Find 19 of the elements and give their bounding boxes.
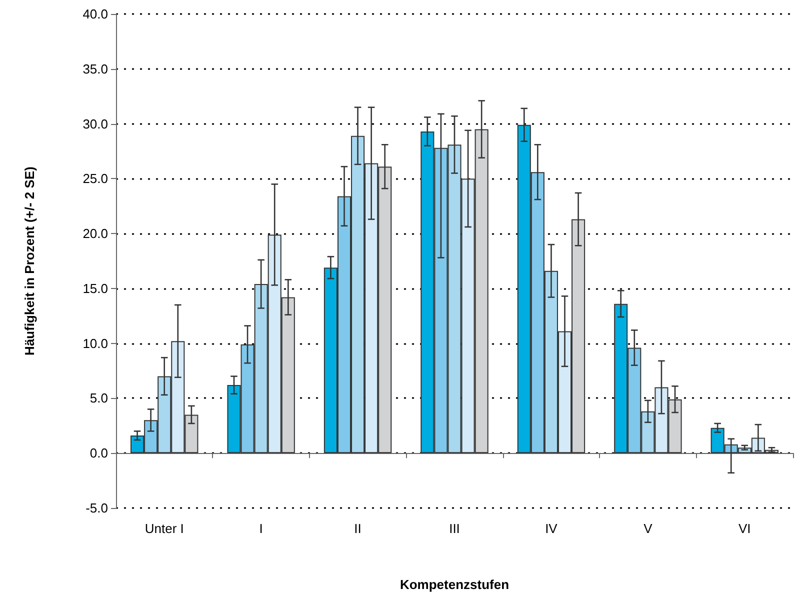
x-tick-label: Unter I [144, 521, 184, 536]
y-tick-label: 0.0 [90, 446, 108, 461]
x-tick-label: I [259, 521, 263, 536]
y-tick-label: 10.0 [82, 336, 108, 351]
y-tick-label: 25.0 [82, 171, 108, 186]
x-tick-label: III [449, 521, 460, 536]
y-tick-label: 40.0 [82, 6, 108, 22]
y-tick-label: 15.0 [82, 280, 108, 296]
y-tick-label: 35.0 [82, 61, 108, 76]
y-tick-label: 30.0 [82, 116, 108, 132]
y-tick-label: 5.0 [90, 390, 108, 406]
x-axis-title: Kompetenzstufen [400, 577, 510, 592]
y-tick-label: 20.0 [82, 226, 108, 242]
y-axis-title: Häufigkeit in Prozent (+/- 2 SE) [22, 166, 37, 356]
y-tick-label: -5.0 [86, 500, 108, 516]
x-tick-label: II [354, 521, 362, 536]
x-tick-label: V [644, 521, 653, 536]
x-tick-label: VI [738, 521, 751, 536]
x-tick-label: IV [545, 521, 558, 536]
